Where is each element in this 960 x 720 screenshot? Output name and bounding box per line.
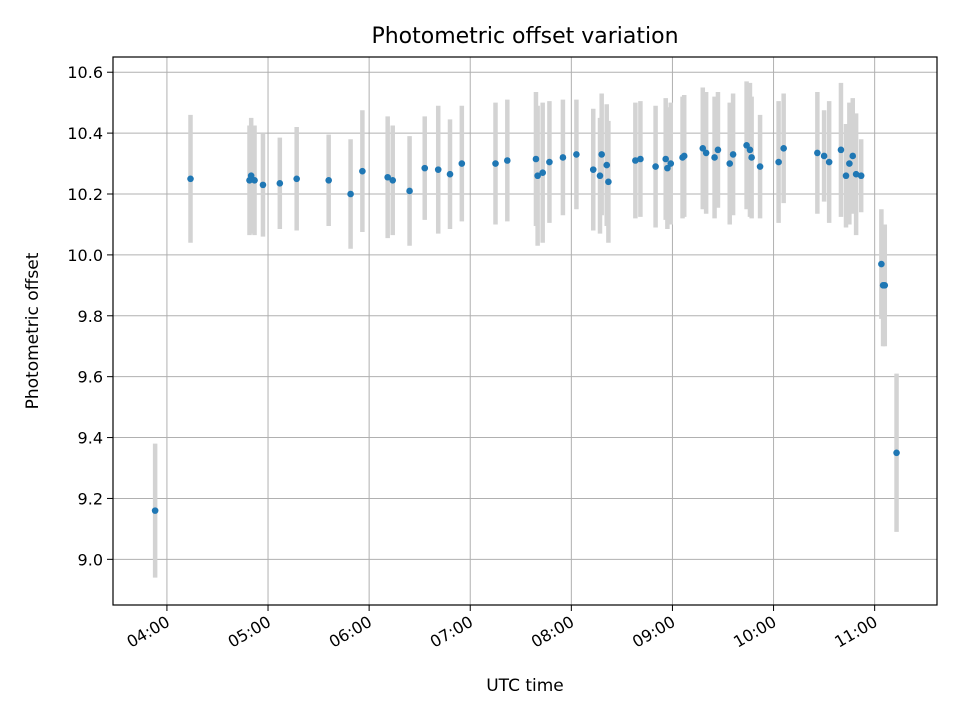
data-point	[746, 146, 754, 154]
data-point	[151, 507, 159, 514]
data-point	[434, 166, 442, 173]
y-tick-label: 10.4	[67, 124, 103, 143]
data-point	[748, 154, 755, 161]
y-tick-label: 10.2	[67, 185, 103, 204]
data-point	[406, 187, 413, 195]
data-point	[389, 177, 397, 184]
grid	[113, 57, 937, 605]
data-point	[589, 166, 597, 173]
data-point	[837, 146, 845, 154]
data-point	[814, 149, 821, 157]
data-point	[259, 181, 267, 189]
x-axis-label: UTC time	[486, 676, 564, 696]
plot-frame	[112, 56, 938, 606]
data-point	[247, 172, 255, 180]
data-point	[878, 260, 885, 268]
data-point	[662, 155, 670, 163]
data-point	[384, 173, 391, 181]
data-point	[680, 152, 688, 160]
data-point	[729, 151, 737, 158]
data-point	[251, 177, 258, 184]
y-axis-label: Photometric offset	[23, 252, 43, 409]
y-tick-label: 10.0	[67, 246, 103, 265]
data-point	[187, 175, 194, 183]
data-point	[857, 172, 865, 180]
data-point	[667, 160, 675, 167]
data-point	[325, 177, 332, 184]
data-point	[881, 282, 889, 289]
data-point	[632, 157, 639, 164]
data-point	[711, 154, 718, 161]
y-tick-label: 10.6	[67, 63, 103, 82]
data-point	[699, 145, 707, 152]
data-points	[151, 141, 900, 514]
data-point	[573, 151, 580, 158]
data-point	[534, 172, 541, 180]
data-point	[820, 152, 828, 160]
y-tick-label: 9.4	[78, 429, 103, 448]
data-point	[893, 449, 900, 457]
chart-title: Photometric offset variation	[371, 24, 678, 49]
data-point	[598, 151, 605, 158]
data-point	[596, 172, 604, 180]
y-axis: 9.0 9.2 9.4 9.6 9.8 10.0 10.2 10.4 10.6	[67, 63, 113, 569]
data-point	[276, 180, 284, 187]
data-point	[492, 160, 499, 167]
data-point	[775, 158, 782, 166]
data-point	[852, 170, 860, 178]
data-point	[780, 145, 787, 152]
data-point	[359, 167, 366, 175]
data-point	[546, 158, 553, 166]
data-point	[446, 170, 454, 178]
y-tick-label: 9.0	[78, 550, 103, 569]
data-point	[726, 160, 734, 167]
y-tick-label: 9.2	[78, 489, 103, 508]
data-point	[293, 175, 300, 183]
data-point	[637, 155, 644, 163]
data-point	[347, 190, 354, 198]
data-point	[421, 164, 429, 172]
y-tick-label: 9.6	[78, 368, 103, 387]
data-point	[605, 178, 612, 186]
data-point	[842, 172, 850, 180]
data-point	[603, 161, 611, 169]
data-point	[664, 164, 671, 172]
data-point	[846, 160, 853, 167]
data-point	[756, 163, 764, 170]
data-point	[849, 152, 857, 160]
data-point	[458, 160, 466, 167]
y-tick-label: 9.8	[78, 307, 103, 326]
data-point	[504, 157, 511, 164]
data-point	[532, 155, 540, 163]
data-point	[825, 158, 833, 166]
data-point	[743, 141, 750, 149]
data-point	[714, 146, 722, 154]
data-point	[539, 169, 546, 176]
data-point	[702, 149, 710, 157]
data-point	[652, 163, 659, 170]
data-point	[559, 154, 567, 161]
